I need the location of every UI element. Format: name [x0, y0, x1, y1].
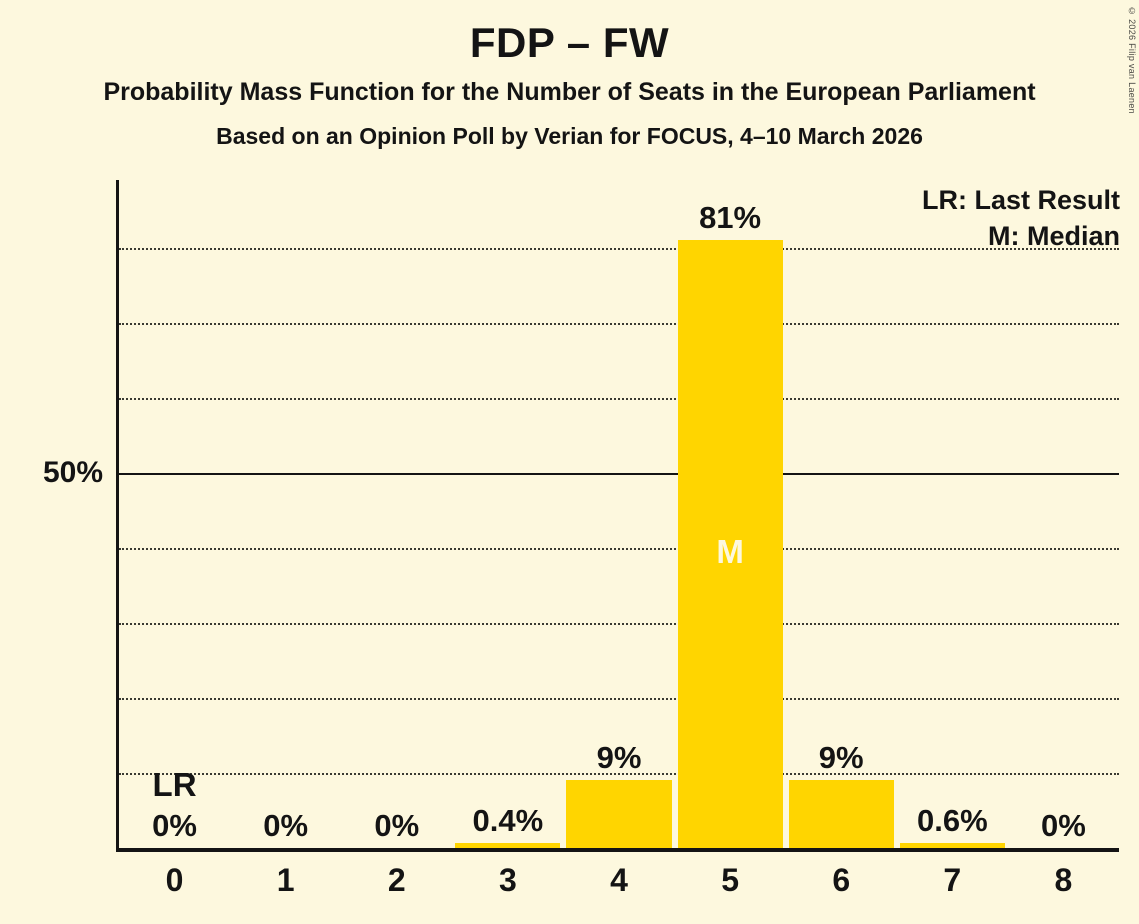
y-axis-label-50pct: 50% [42, 455, 103, 489]
bar[interactable] [677, 240, 783, 848]
x-axis-tick-labels: 0 1 2 3 4 5 6 7 8 [119, 862, 1119, 912]
bar[interactable] [788, 780, 894, 848]
x-axis-label-8: 8 [1054, 862, 1073, 898]
bar-slot: 9% [563, 180, 674, 848]
page-title: FDP – FW [469, 19, 670, 66]
bar[interactable] [899, 843, 1005, 848]
chart-subtitle: Probability Mass Function for the Number… [103, 78, 1036, 107]
x-axis-label-3: 3 [498, 862, 517, 898]
bar-slot: 0% [1008, 180, 1119, 848]
bar-value-label: 0% [374, 808, 420, 843]
bar-slot: 0.6% [897, 180, 1008, 848]
y-axis [116, 180, 119, 850]
x-axis [116, 848, 1119, 852]
gridline-20 [119, 697, 1119, 700]
gridline-40 [119, 547, 1119, 550]
bar-slot: 0% LR [119, 180, 230, 848]
copyright-notice: © 2026 Filip van Laenen [1127, 6, 1137, 114]
marker-lr: LR [152, 766, 197, 803]
bar-slot: 9% [786, 180, 897, 848]
bar-slot: 0% [341, 180, 452, 848]
bar-value-label: 9% [596, 740, 642, 776]
legend-entry-last-result: LR: Last Result [921, 185, 1120, 215]
gridline-60 [119, 397, 1119, 400]
x-axis-label-5: 5 [721, 862, 739, 898]
chart-source-line: Based on an Opinion Poll by Verian for F… [216, 122, 923, 149]
bar-slot: 81% M [675, 180, 786, 848]
bar-value-label: 0% [152, 808, 197, 843]
legend-entry-median: M: Median [988, 221, 1120, 252]
bar-slot: 0% [230, 180, 341, 848]
bar[interactable] [566, 780, 672, 848]
plot-area: 50% 0% LR 0% 0% 0.4% 9% 81% M 9% 0.6% 0% [43, 180, 1119, 852]
x-axis-label-1: 1 [276, 862, 295, 898]
x-axis-label-4: 4 [610, 862, 628, 898]
chart-header: FDP – FW Probability Mass Function for t… [0, 0, 1139, 149]
bar-slot: 0.4% [452, 180, 563, 848]
gridline-major-50 [119, 472, 1119, 475]
chart-legend: LR: Last Result M: Median [922, 182, 1120, 255]
bar-value-label: 81% [699, 200, 762, 236]
x-axis-label-0: 0 [165, 862, 184, 898]
bar-value-label: 9% [818, 740, 864, 776]
x-axis-label-2: 2 [387, 862, 406, 898]
marker-m: M [716, 533, 744, 571]
bar-value-label: 0.4% [472, 803, 544, 838]
gridline-30 [119, 622, 1119, 625]
bar[interactable] [455, 843, 561, 848]
bar-value-label: 0% [1041, 808, 1086, 843]
bar-series: 0% LR 0% 0% 0.4% 9% 81% M 9% 0.6% 0% [119, 180, 1119, 848]
x-axis-label-7: 7 [943, 862, 962, 898]
bar-value-label: 0% [263, 808, 309, 843]
bar-value-label: 0.6% [916, 803, 988, 838]
gridline-80 [119, 247, 1119, 250]
gridline-10 [119, 772, 1119, 775]
gridline-70 [119, 322, 1119, 325]
x-axis-label-6: 6 [832, 862, 851, 898]
